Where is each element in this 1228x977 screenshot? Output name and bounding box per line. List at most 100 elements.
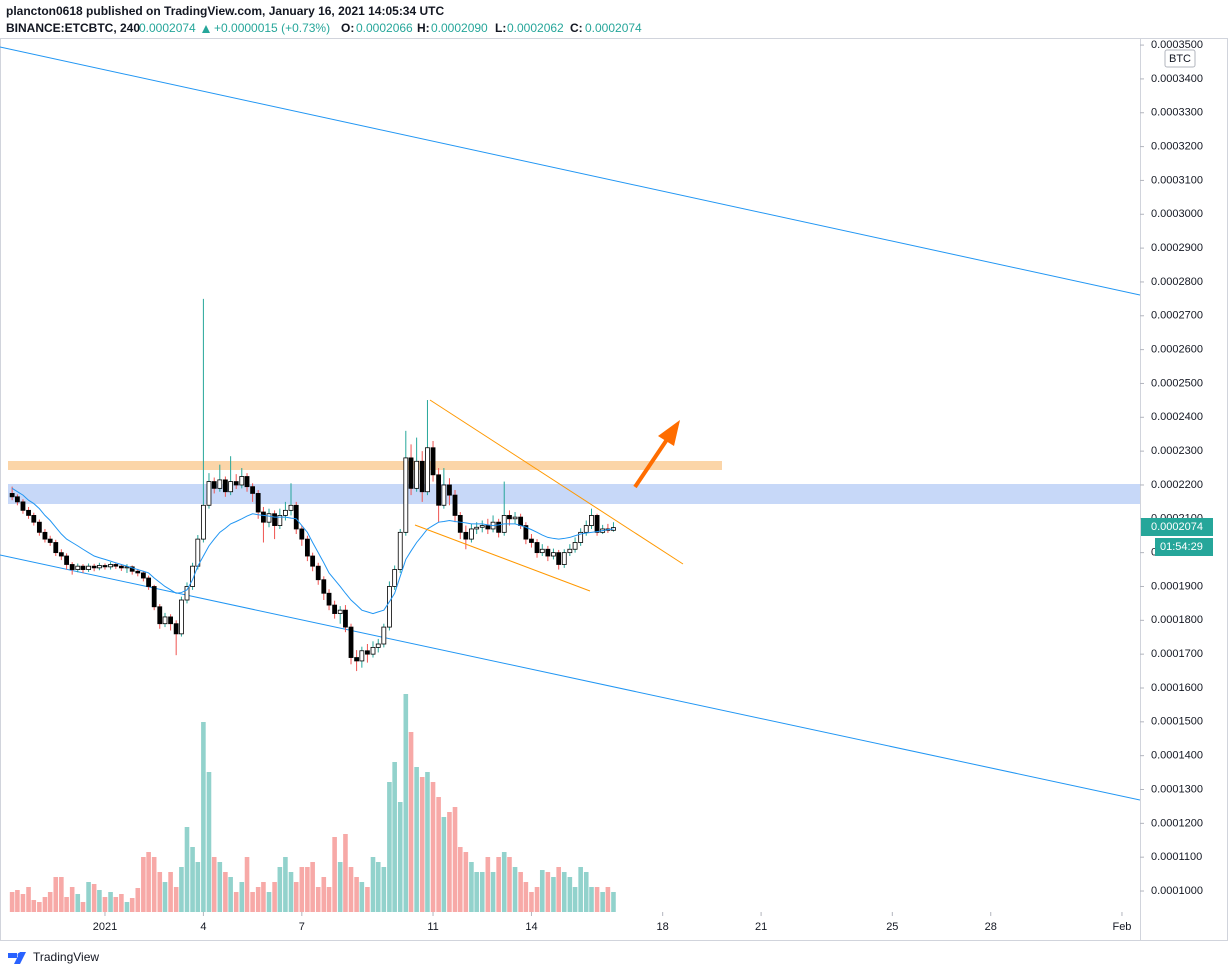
- volume-bar: [589, 887, 594, 912]
- volume-bar: [195, 862, 201, 912]
- candle-body: [129, 566, 135, 572]
- volume-bar: [299, 867, 305, 912]
- candle-body: [179, 599, 184, 635]
- volume-bar: [539, 870, 545, 912]
- volume-bar: [436, 797, 441, 912]
- candle-body: [266, 513, 272, 523]
- candle-body: [261, 511, 266, 523]
- channel-line: [0, 46, 1140, 296]
- volume-bar: [507, 857, 512, 912]
- volume-bar: [190, 847, 195, 912]
- volume-bar: [310, 862, 315, 912]
- ohlc-value: 0.0002062: [507, 21, 564, 35]
- candle-body: [507, 515, 512, 520]
- price-tag: [1141, 518, 1213, 536]
- candle-body: [556, 552, 562, 565]
- candle-body: [113, 564, 119, 567]
- candle-body: [337, 609, 343, 614]
- volume-bar: [113, 897, 119, 912]
- candle-body: [534, 542, 540, 554]
- candle-body: [332, 604, 338, 614]
- candles: [9, 298, 616, 672]
- ohlc-value: 0.0002066: [356, 21, 413, 35]
- volume-bar: [343, 834, 348, 912]
- candle-body: [529, 538, 534, 543]
- candle-body: [359, 650, 365, 662]
- volume-bar: [534, 887, 540, 912]
- volume-bar: [414, 767, 419, 912]
- volume-bar: [375, 862, 381, 912]
- volume-bar: [20, 894, 26, 912]
- candle-body: [567, 548, 573, 554]
- x-tick-label: 2021: [93, 921, 117, 933]
- volume-bar: [387, 782, 392, 912]
- brand-logo: [8, 952, 26, 964]
- y-tick-label: 0.0003000: [1151, 208, 1203, 220]
- candle-body: [168, 616, 173, 625]
- candle-body: [315, 565, 321, 581]
- volume-bar: [179, 867, 184, 912]
- x-tick-label: 25: [886, 921, 898, 933]
- volume-bar: [501, 852, 507, 912]
- ma-line: [11, 487, 614, 615]
- candle-body: [124, 566, 130, 569]
- volume-bar: [91, 884, 97, 912]
- volume-bar: [211, 857, 217, 912]
- candle-body: [425, 447, 430, 493]
- volume-bar: [337, 862, 343, 912]
- y-tick-label: 0.0002400: [1151, 411, 1203, 423]
- candle-body: [53, 542, 59, 554]
- volume-bar: [26, 887, 31, 912]
- ohlc-label: C:: [570, 21, 583, 35]
- candle-body: [523, 525, 529, 540]
- wedge-line: [414, 524, 591, 592]
- y-tick-label: 0.0001300: [1151, 783, 1203, 795]
- y-tick-label: 0.0001800: [1151, 614, 1203, 626]
- volume-bar: [228, 877, 233, 912]
- candle-body: [277, 515, 283, 526]
- candle-body: [217, 479, 223, 489]
- y-tick-label: 0.0001200: [1151, 817, 1203, 829]
- volume-bar: [518, 872, 523, 912]
- volume-bar: [430, 782, 436, 912]
- candle-body: [321, 579, 327, 594]
- candle-body: [233, 481, 239, 486]
- y-tick-label: 0.0001400: [1151, 750, 1203, 762]
- y-tick-label: 0.0003400: [1151, 73, 1203, 85]
- candle-body: [58, 552, 64, 557]
- candle-body: [375, 643, 381, 648]
- candle-body: [250, 486, 256, 494]
- volume-bar: [272, 882, 277, 912]
- candle-body: [452, 494, 458, 516]
- candle-body: [31, 515, 37, 523]
- volume-bar: [233, 892, 239, 912]
- volume-bar: [59, 877, 64, 912]
- volume-bar: [348, 867, 354, 912]
- wedge-line: [429, 399, 684, 565]
- x-tick-label: Feb: [1112, 921, 1131, 933]
- candle-body: [436, 474, 442, 506]
- unit: BTC: [1169, 53, 1191, 65]
- y-tick-label: 0.0003300: [1151, 107, 1203, 119]
- y-tick-label: 0.0002500: [1151, 377, 1203, 389]
- candle-body: [457, 515, 463, 533]
- channel-line: [0, 554, 1140, 801]
- volume-bar: [512, 867, 518, 912]
- volume-bar: [223, 872, 228, 912]
- volume-bar: [293, 882, 299, 912]
- candle-body: [408, 457, 414, 489]
- volume-bar: [47, 892, 53, 912]
- volume-bar: [53, 877, 59, 912]
- volume-bar: [102, 897, 108, 912]
- candle-body: [42, 531, 48, 540]
- volume-bar: [266, 892, 272, 912]
- candle-body: [583, 525, 589, 533]
- volume-bar: [129, 898, 135, 912]
- candle-body: [441, 484, 447, 506]
- candle-body: [419, 460, 425, 493]
- volume: [9, 694, 616, 912]
- volume-bar: [305, 867, 310, 912]
- volume-bar: [572, 887, 578, 912]
- y-tick-label: 0.0002200: [1151, 479, 1203, 491]
